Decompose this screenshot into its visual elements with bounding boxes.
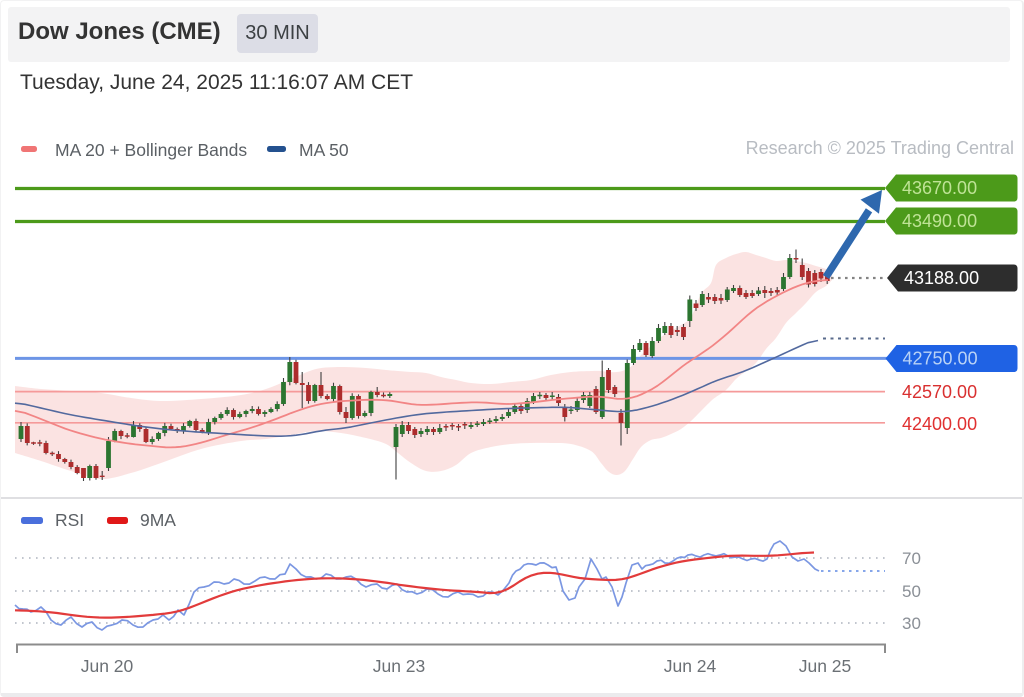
svg-text:50: 50 (902, 582, 921, 601)
svg-text:Jun 25: Jun 25 (799, 656, 852, 676)
svg-text:42750.00: 42750.00 (903, 349, 978, 369)
svg-text:42570.00: 42570.00 (902, 382, 977, 402)
svg-text:43490.00: 43490.00 (902, 211, 977, 231)
svg-text:30: 30 (902, 614, 921, 633)
svg-text:43188.00: 43188.00 (904, 268, 979, 288)
svg-text:70: 70 (902, 549, 921, 568)
svg-text:Jun 24: Jun 24 (664, 656, 717, 676)
svg-text:Jun 23: Jun 23 (373, 656, 426, 676)
svg-text:43670.00: 43670.00 (902, 178, 977, 198)
svg-text:Jun 20: Jun 20 (81, 656, 134, 676)
svg-text:42400.00: 42400.00 (902, 414, 977, 434)
